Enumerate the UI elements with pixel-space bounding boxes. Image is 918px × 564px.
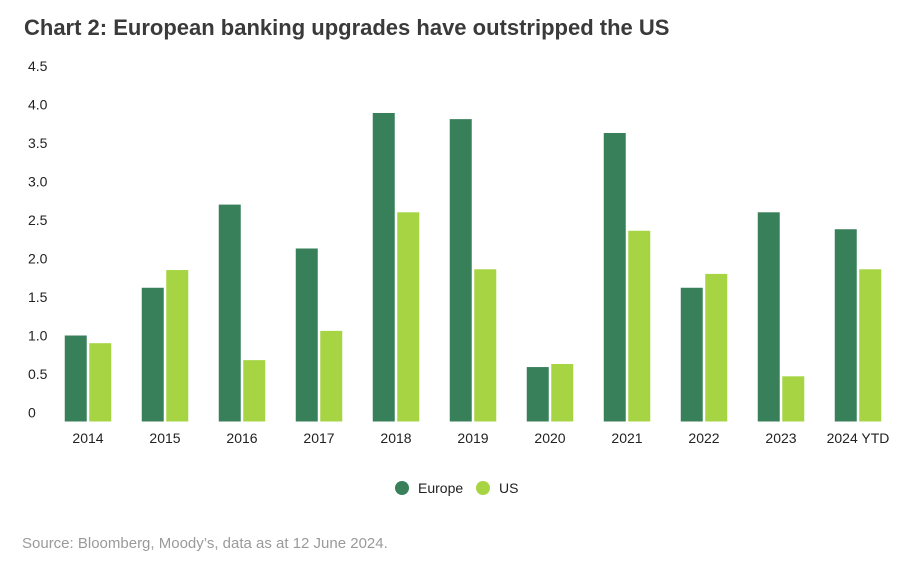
source-note: Source: Bloomberg, Moody’s, data as at 1… xyxy=(22,535,388,552)
x-tick-label: 2016 xyxy=(226,430,257,446)
bar-us xyxy=(859,269,882,422)
bar-europe xyxy=(834,229,857,422)
bar-europe xyxy=(603,132,626,422)
bar-europe xyxy=(295,248,318,422)
x-tick-label: 2023 xyxy=(765,430,796,446)
x-tick-label: 2022 xyxy=(688,430,719,446)
bar-europe xyxy=(372,112,395,422)
x-tick-label: 2018 xyxy=(380,430,411,446)
y-tick-label: 4.0 xyxy=(28,97,48,113)
x-tick-label: 2019 xyxy=(457,430,488,446)
y-tick-label: 0.5 xyxy=(28,366,48,382)
y-tick-label: 2.5 xyxy=(28,212,48,228)
bar-us xyxy=(782,376,805,422)
x-tick-label: 2017 xyxy=(303,430,334,446)
legend-label-europe: Europe xyxy=(418,480,463,496)
y-tick-label: 3.5 xyxy=(28,135,48,151)
x-tick-label: 2021 xyxy=(611,430,642,446)
bar-chart: 0 0.5 1.0 1.5 2.0 2.5 3.0 3.5 4.0 4.5 2014 2015 2016… xyxy=(28,58,890,496)
y-tick-label: 0 xyxy=(28,405,36,421)
bar-us xyxy=(320,330,343,422)
bar-us xyxy=(474,269,497,422)
y-tick-label: 2.0 xyxy=(28,251,48,267)
bar-europe xyxy=(757,212,780,422)
y-tick-label: 1.5 xyxy=(28,289,48,305)
bar-europe xyxy=(218,204,241,422)
chart-title: Chart 2: European banking upgrades have … xyxy=(24,15,670,40)
x-tick-label: 2020 xyxy=(534,430,565,446)
bar-europe xyxy=(141,287,164,422)
bar-europe xyxy=(64,335,87,422)
legend-label-us: US xyxy=(499,480,518,496)
bar-us xyxy=(705,273,728,422)
bar-us xyxy=(89,343,112,422)
bar-europe xyxy=(526,367,549,422)
y-tick-label: 3.0 xyxy=(28,174,48,190)
bar-us xyxy=(166,270,189,422)
x-tick-label: 2015 xyxy=(149,430,180,446)
bar-us xyxy=(628,230,651,422)
x-tick-label: 2014 xyxy=(72,430,103,446)
y-tick-label: 1.0 xyxy=(28,328,48,344)
x-tick-label: 2024 YTD xyxy=(827,430,890,446)
bar-us xyxy=(243,360,266,422)
legend-marker-europe xyxy=(395,481,409,495)
bar-us xyxy=(551,363,574,422)
legend-marker-us xyxy=(476,481,490,495)
bar-europe xyxy=(680,287,703,422)
y-tick-label: 4.5 xyxy=(28,58,48,74)
bar-us xyxy=(397,212,420,422)
bar-europe xyxy=(449,119,472,422)
